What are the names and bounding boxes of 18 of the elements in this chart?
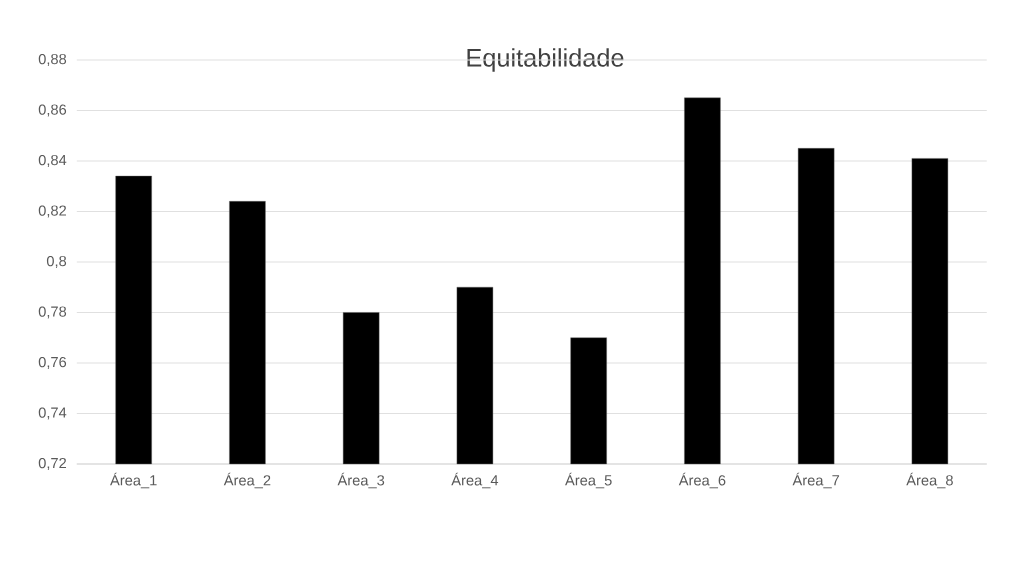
x-tick-label: Área_3 (337, 472, 385, 489)
y-tick-label: 0,88 (38, 53, 67, 67)
y-tick-label: 0,72 (38, 457, 67, 470)
y-tick-label: 0,86 (38, 104, 67, 117)
x-tick-label: Área_2 (223, 472, 271, 489)
x-tick-label: Área_5 (565, 472, 612, 489)
y-tick-label: 0,82 (38, 205, 67, 218)
y-tick-label: 0,84 (38, 154, 67, 168)
y-tick-label: 0,8 (46, 255, 67, 268)
y-tick-label: 0,74 (38, 407, 67, 420)
x-tick-label: Área_8 (906, 472, 953, 489)
chart-title: Equitabilidade (467, 48, 624, 72)
y-tick-label: 0,78 (38, 306, 67, 319)
x-tick-label: Área_7 (792, 472, 840, 489)
x-tick-label: Área_1 (110, 472, 157, 489)
y-tick-label: 0,76 (38, 356, 67, 369)
x-tick-label: Área_6 (678, 472, 726, 489)
x-tick-label: Área_4 (451, 472, 499, 489)
